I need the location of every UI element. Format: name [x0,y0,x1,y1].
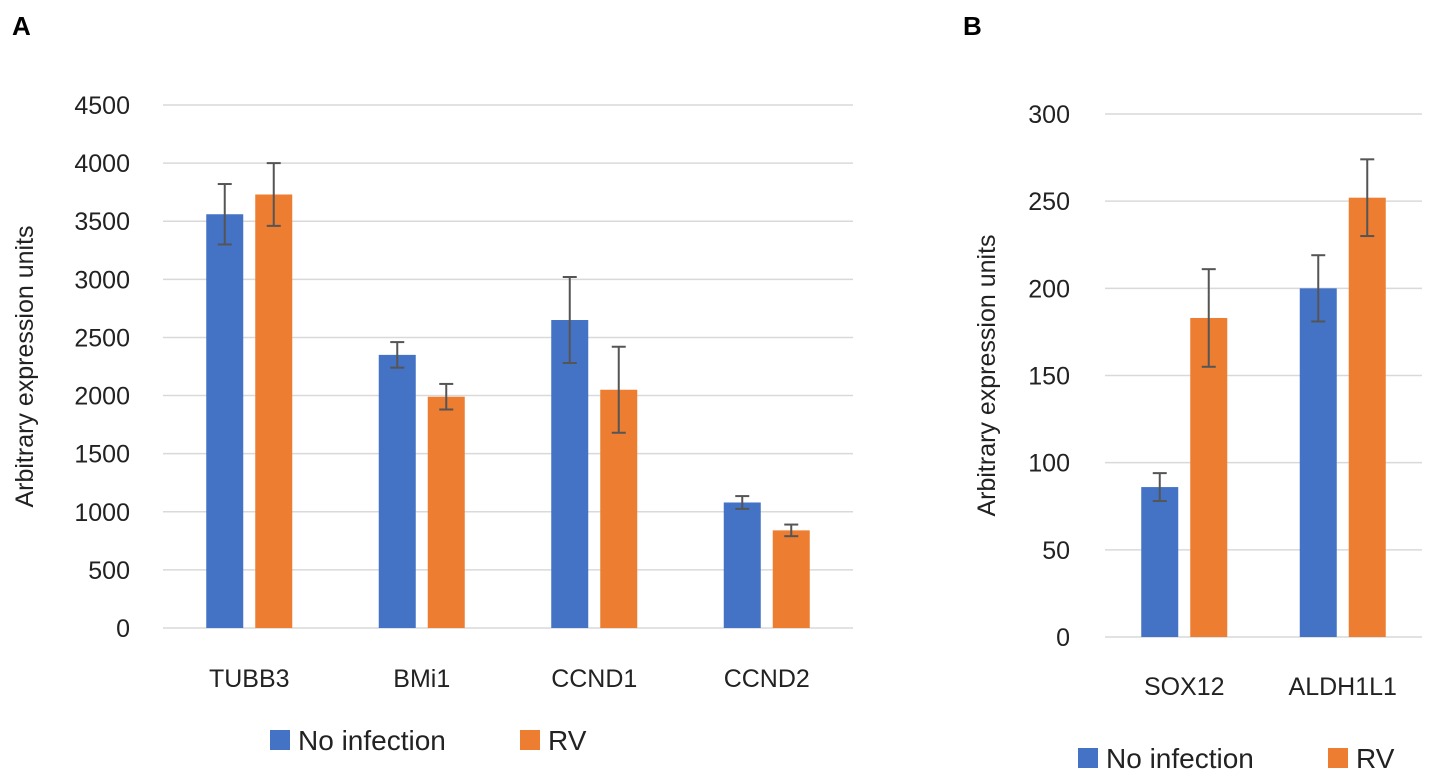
bar-aldh1l1-no-infection [1299,288,1337,637]
y-tick-label: 50 [1042,537,1070,565]
legend-swatch [270,730,290,750]
bar-bmi1-no-infection [378,354,416,628]
legend-swatch [1328,748,1348,768]
bar-sox12-no-infection [1141,487,1179,637]
y-tick-label: 300 [1028,101,1070,129]
panel-letter: A [12,11,31,41]
y-tick-label: 0 [116,615,130,643]
x-tick-label: BMi1 [393,665,450,693]
legend-swatch [520,730,540,750]
panel-b-chart: B 0 50 100 150 200 250 300 Arbitrary expression … [963,11,1422,774]
y-tick-label: 2500 [74,324,130,352]
bar-ccnd2-rv [772,530,810,628]
legend-label: No infection [1106,743,1254,774]
x-tick-label: CCND1 [551,665,637,693]
x-tick-label: TUBB3 [209,665,290,693]
y-tick-label: 200 [1028,275,1070,303]
y-tick-label: 100 [1028,450,1070,478]
y-tick-label: 4500 [74,92,130,120]
bar-ccnd1-no-infection [551,320,589,628]
y-tick-label: 1500 [74,441,130,469]
y-tick-label: 3500 [74,208,130,236]
panel-a-chart: A 0 500 1000 1500 2000 2500 3000 3500 4000 4500 Arb… [11,11,853,756]
y-tick-label: 500 [88,557,130,585]
bar-tubb3-rv [255,194,293,629]
y-tick-label: 250 [1028,188,1070,216]
y-axis-label: Arbitrary expression units [11,225,39,507]
legend-swatch [1078,748,1098,768]
bar-aldh1l1-rv [1348,197,1386,637]
y-axis-label: Arbitrary expression units [973,234,1001,516]
legend-label: RV [548,725,587,756]
x-tick-label: CCND2 [724,665,810,693]
bar-tubb3-no-infection [206,214,244,628]
x-tick-label: ALDH1L1 [1289,673,1397,701]
y-tick-label: 4000 [74,150,130,178]
legend-label: RV [1356,743,1395,774]
y-tick-label: 2000 [74,383,130,411]
bar-ccnd2-no-infection [723,502,761,628]
bar-bmi1-rv [427,396,465,628]
panel-letter: B [963,11,982,41]
bar-sox12-rv [1190,317,1228,637]
y-tick-label: 3000 [74,266,130,294]
y-tick-label: 150 [1028,363,1070,391]
y-tick-label: 0 [1056,624,1070,652]
legend-label: No infection [298,725,446,756]
x-tick-label: SOX12 [1144,673,1225,701]
y-tick-label: 1000 [74,499,130,527]
